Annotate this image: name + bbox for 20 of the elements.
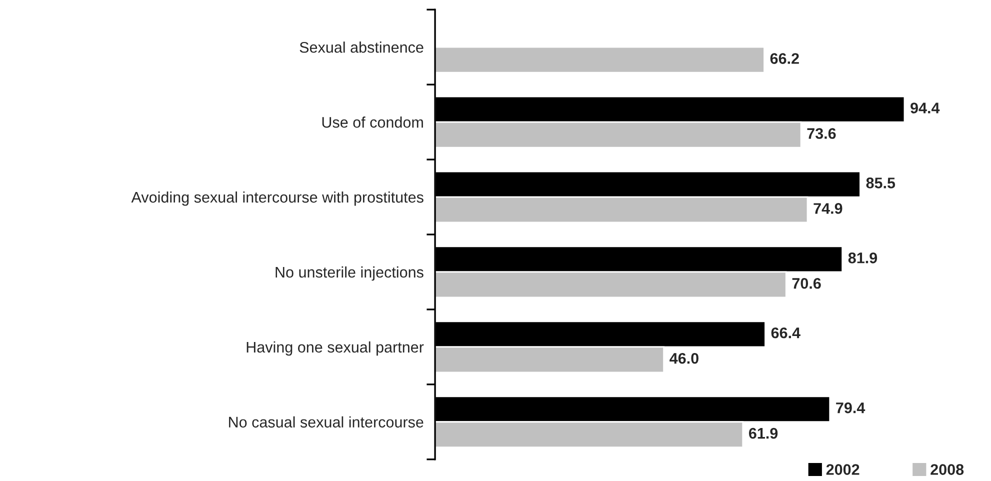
data-label: 70.6 <box>792 278 821 289</box>
data-label: 73.6 <box>807 128 836 139</box>
data-label: 66.2 <box>770 53 799 64</box>
legend-label: 2008 <box>930 464 964 475</box>
legend-label: 2002 <box>826 464 860 475</box>
y-tick-label: Having one sexual partner <box>246 341 424 356</box>
y-tick-label: Sexual abstinence <box>300 42 424 53</box>
y-tick-label: Use of condom <box>322 116 423 128</box>
bar <box>435 46 765 74</box>
y-tick-label: No casual sexual intercourse <box>229 416 424 428</box>
data-label: 81.9 <box>848 252 878 264</box>
data-label: 46.0 <box>670 352 698 364</box>
data-label: 85.5 <box>866 178 896 188</box>
data-label: 94.4 <box>910 102 940 114</box>
data-label: 61.9 <box>748 428 778 439</box>
y-tick-label: No unsterile injections <box>276 266 424 281</box>
data-label: 79.4 <box>836 402 866 414</box>
data-label: 74.9 <box>814 203 842 214</box>
data-label: 66.4 <box>771 327 800 338</box>
y-tick-label: Avoiding sexual intercourse with prostitutes <box>131 191 424 206</box>
